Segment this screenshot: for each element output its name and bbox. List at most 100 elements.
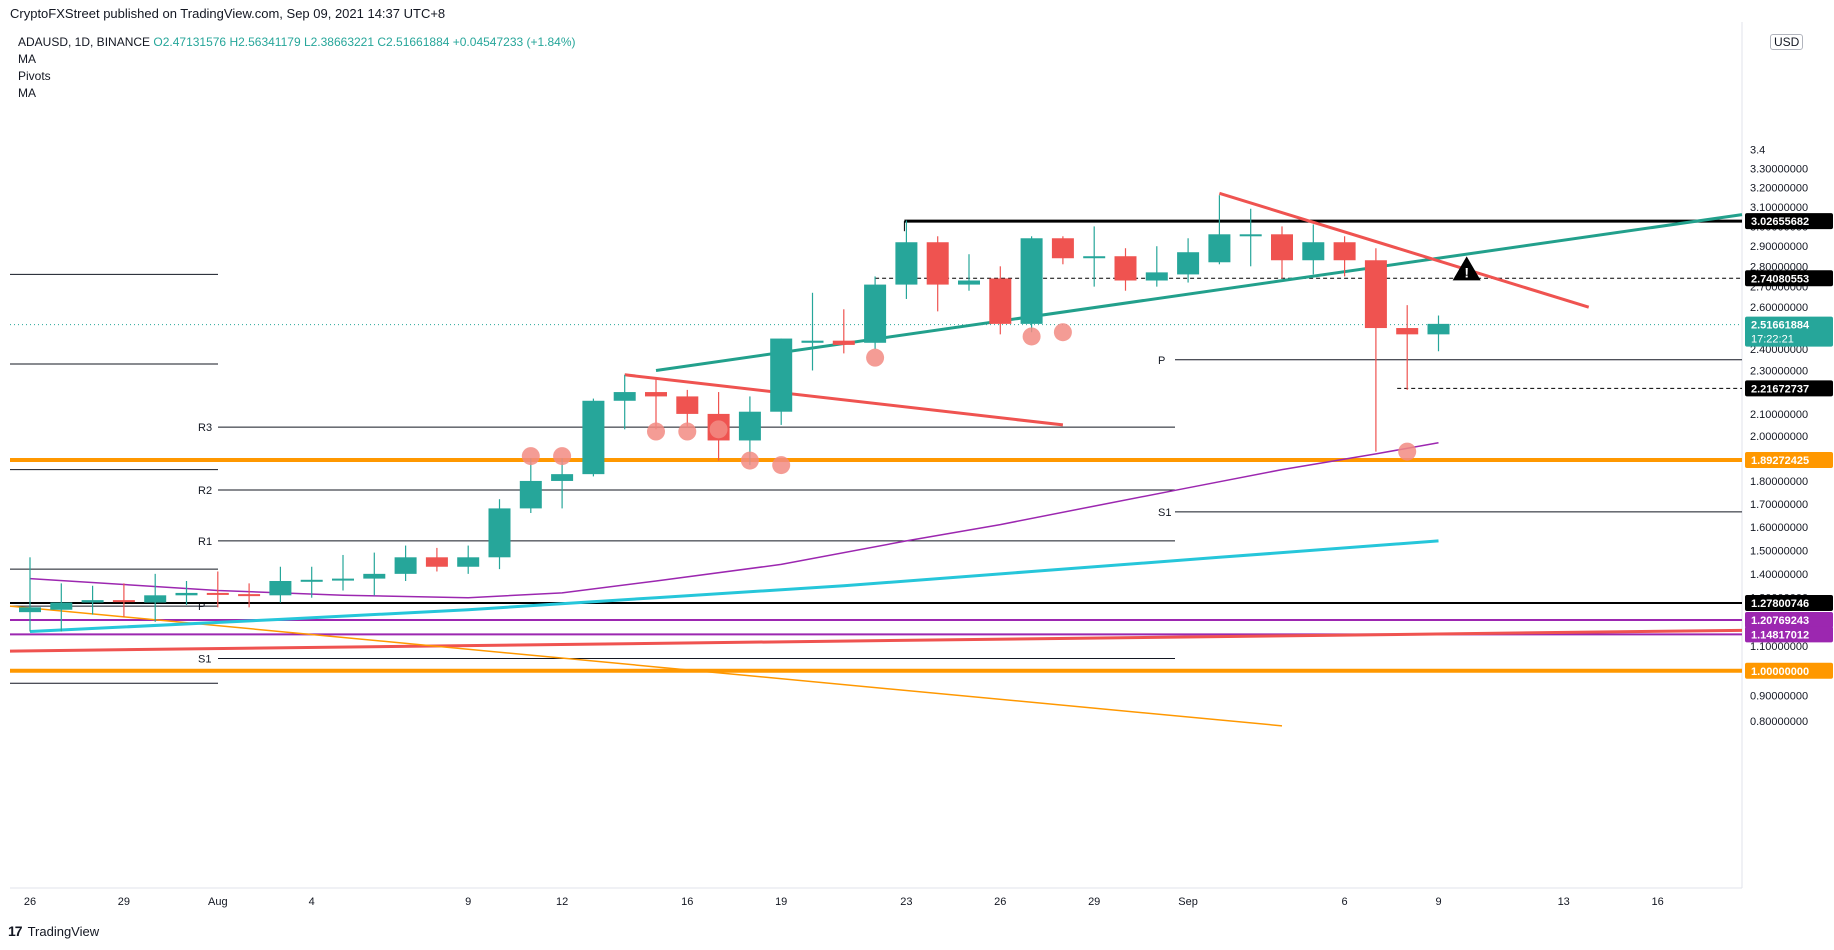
price-label-countdown: 17:22:21 (1751, 334, 1794, 346)
legend-indicator-ma-2[interactable]: MA (18, 86, 36, 100)
pivot-september-label: S1 (1158, 507, 1171, 519)
y-tick-label: 1.40000000 (1750, 569, 1808, 581)
pivot-september-label: P (1158, 355, 1165, 367)
candle-body (1208, 234, 1231, 263)
candle-body (1083, 256, 1106, 259)
candle-body (425, 557, 448, 567)
candle-body (832, 340, 855, 345)
y-tick-label: 2.90000000 (1750, 241, 1808, 253)
candle-body (613, 392, 636, 401)
candle-body (50, 602, 73, 610)
warning-icon (1452, 256, 1481, 281)
candle-body (551, 474, 574, 481)
long-orange-trendline (9, 605, 1283, 727)
candle-body (1271, 234, 1293, 261)
price-label-text: 2.74080553 (1751, 273, 1809, 285)
price-label-box (1745, 316, 1833, 347)
currency-badge[interactable]: USD (1770, 34, 1804, 50)
x-tick-label: 23 (900, 896, 912, 908)
candle-body (81, 600, 104, 603)
tradingview-logo-icon: 17 (8, 923, 23, 939)
wick-marker (1053, 323, 1072, 342)
candle-body (1145, 272, 1168, 281)
legend-symbol[interactable]: ADAUSD, 1D, BINANCE (18, 35, 151, 49)
candle-body (175, 592, 198, 596)
candle-body (300, 579, 323, 582)
candle-body (958, 280, 980, 285)
time-axis: 26 29 Aug 4 9 12 16 19 23 26 29 Sep 6 9 13 16 (24, 896, 1664, 908)
price-label-box (1745, 270, 1833, 287)
y-tick-label: 0.80000000 (1750, 716, 1808, 728)
candle-body (144, 595, 167, 603)
y-tick-label: 1.10000000 (1750, 641, 1808, 653)
price-label-text: 3.02655682 (1751, 216, 1809, 228)
x-tick-label: Aug (208, 896, 228, 908)
y-tick-label: 2.80000000 (1750, 261, 1808, 273)
publisher-caption: CryptoFXStreet published on TradingView.… (10, 6, 446, 21)
descending-trendline-aug (624, 373, 1064, 427)
wick-marker (553, 447, 572, 466)
price-label-text: 2.21672737 (1751, 383, 1809, 395)
ascending-trendline (655, 213, 1743, 372)
chart-legend: ADAUSD, 1D, BINANCE O2.47131576 H2.56341… (18, 34, 576, 102)
price-label-box (1745, 626, 1833, 643)
tradingview-logo[interactable]: 17 TradingView (8, 923, 99, 939)
candle-body (269, 580, 292, 596)
candle-body (457, 557, 480, 567)
price-label-text: 1.14817012 (1751, 629, 1809, 641)
grid-layer (10, 22, 1743, 889)
candle-body (112, 600, 135, 603)
candle-body (801, 340, 824, 343)
y-tick-label: 0.90000000 (1750, 691, 1808, 703)
wick-marker (1022, 327, 1041, 346)
candle-body (1427, 323, 1450, 335)
y-tick-label: 3.30000000 (1750, 163, 1808, 175)
x-tick-label: 12 (556, 896, 568, 908)
ma-cyan-line (29, 539, 1439, 633)
candle-body (332, 578, 354, 581)
legend-ohlc: O2.47131576 H2.56341179 L2.38663221 C2.5… (153, 35, 576, 49)
tradingview-logo-text: TradingView (27, 923, 100, 939)
candle-body (1302, 242, 1325, 261)
price-label-text: 1.27800746 (1751, 598, 1809, 610)
x-tick-label: 26 (24, 896, 36, 908)
candle-body (19, 607, 41, 613)
candle-body (864, 284, 887, 343)
x-tick-label: 16 (681, 896, 693, 908)
wick-marker (1398, 442, 1417, 461)
candle-body (738, 411, 761, 441)
candles-layer (19, 195, 1450, 632)
price-label-text: 1.89272425 (1751, 455, 1809, 467)
wick-marker (647, 422, 665, 441)
y-tick-label: 1.50000000 (1750, 545, 1808, 557)
long-red-trendline (9, 628, 1743, 653)
candle-body (895, 242, 918, 285)
pivot-august-label: R1 (198, 536, 212, 548)
legend-indicator-pivots[interactable]: Pivots (18, 69, 51, 83)
price-label-box (1745, 213, 1833, 230)
pivot-august-label: R2 (198, 485, 212, 497)
x-tick-label: 19 (775, 896, 787, 908)
candle-body (676, 396, 699, 414)
x-tick-label: 29 (1088, 896, 1100, 908)
price-label-box (1745, 380, 1833, 397)
candle-body (1051, 238, 1074, 259)
candle-body (488, 508, 511, 558)
y-tick-label: 2.30000000 (1750, 365, 1808, 377)
wick-marker (740, 451, 759, 470)
y-tick-label: 1.60000000 (1750, 522, 1808, 534)
wick-marker (709, 420, 728, 439)
price-label-box (1745, 662, 1833, 679)
candle-body (1364, 260, 1387, 329)
descending-trendline-sep (1218, 191, 1590, 309)
candle-body (519, 480, 542, 509)
pivot-august-label: R3 (198, 422, 212, 434)
wick-marker (678, 422, 697, 441)
wick-marker (772, 456, 791, 475)
price-labels-layer: 3.026556822.740805532.5166188417:22:212.… (1745, 213, 1833, 679)
legend-indicator-ma-1[interactable]: MA (18, 52, 36, 66)
y-tick-label: 2.10000000 (1750, 409, 1808, 421)
wick-marker (521, 447, 540, 466)
candle-body (363, 573, 386, 579)
